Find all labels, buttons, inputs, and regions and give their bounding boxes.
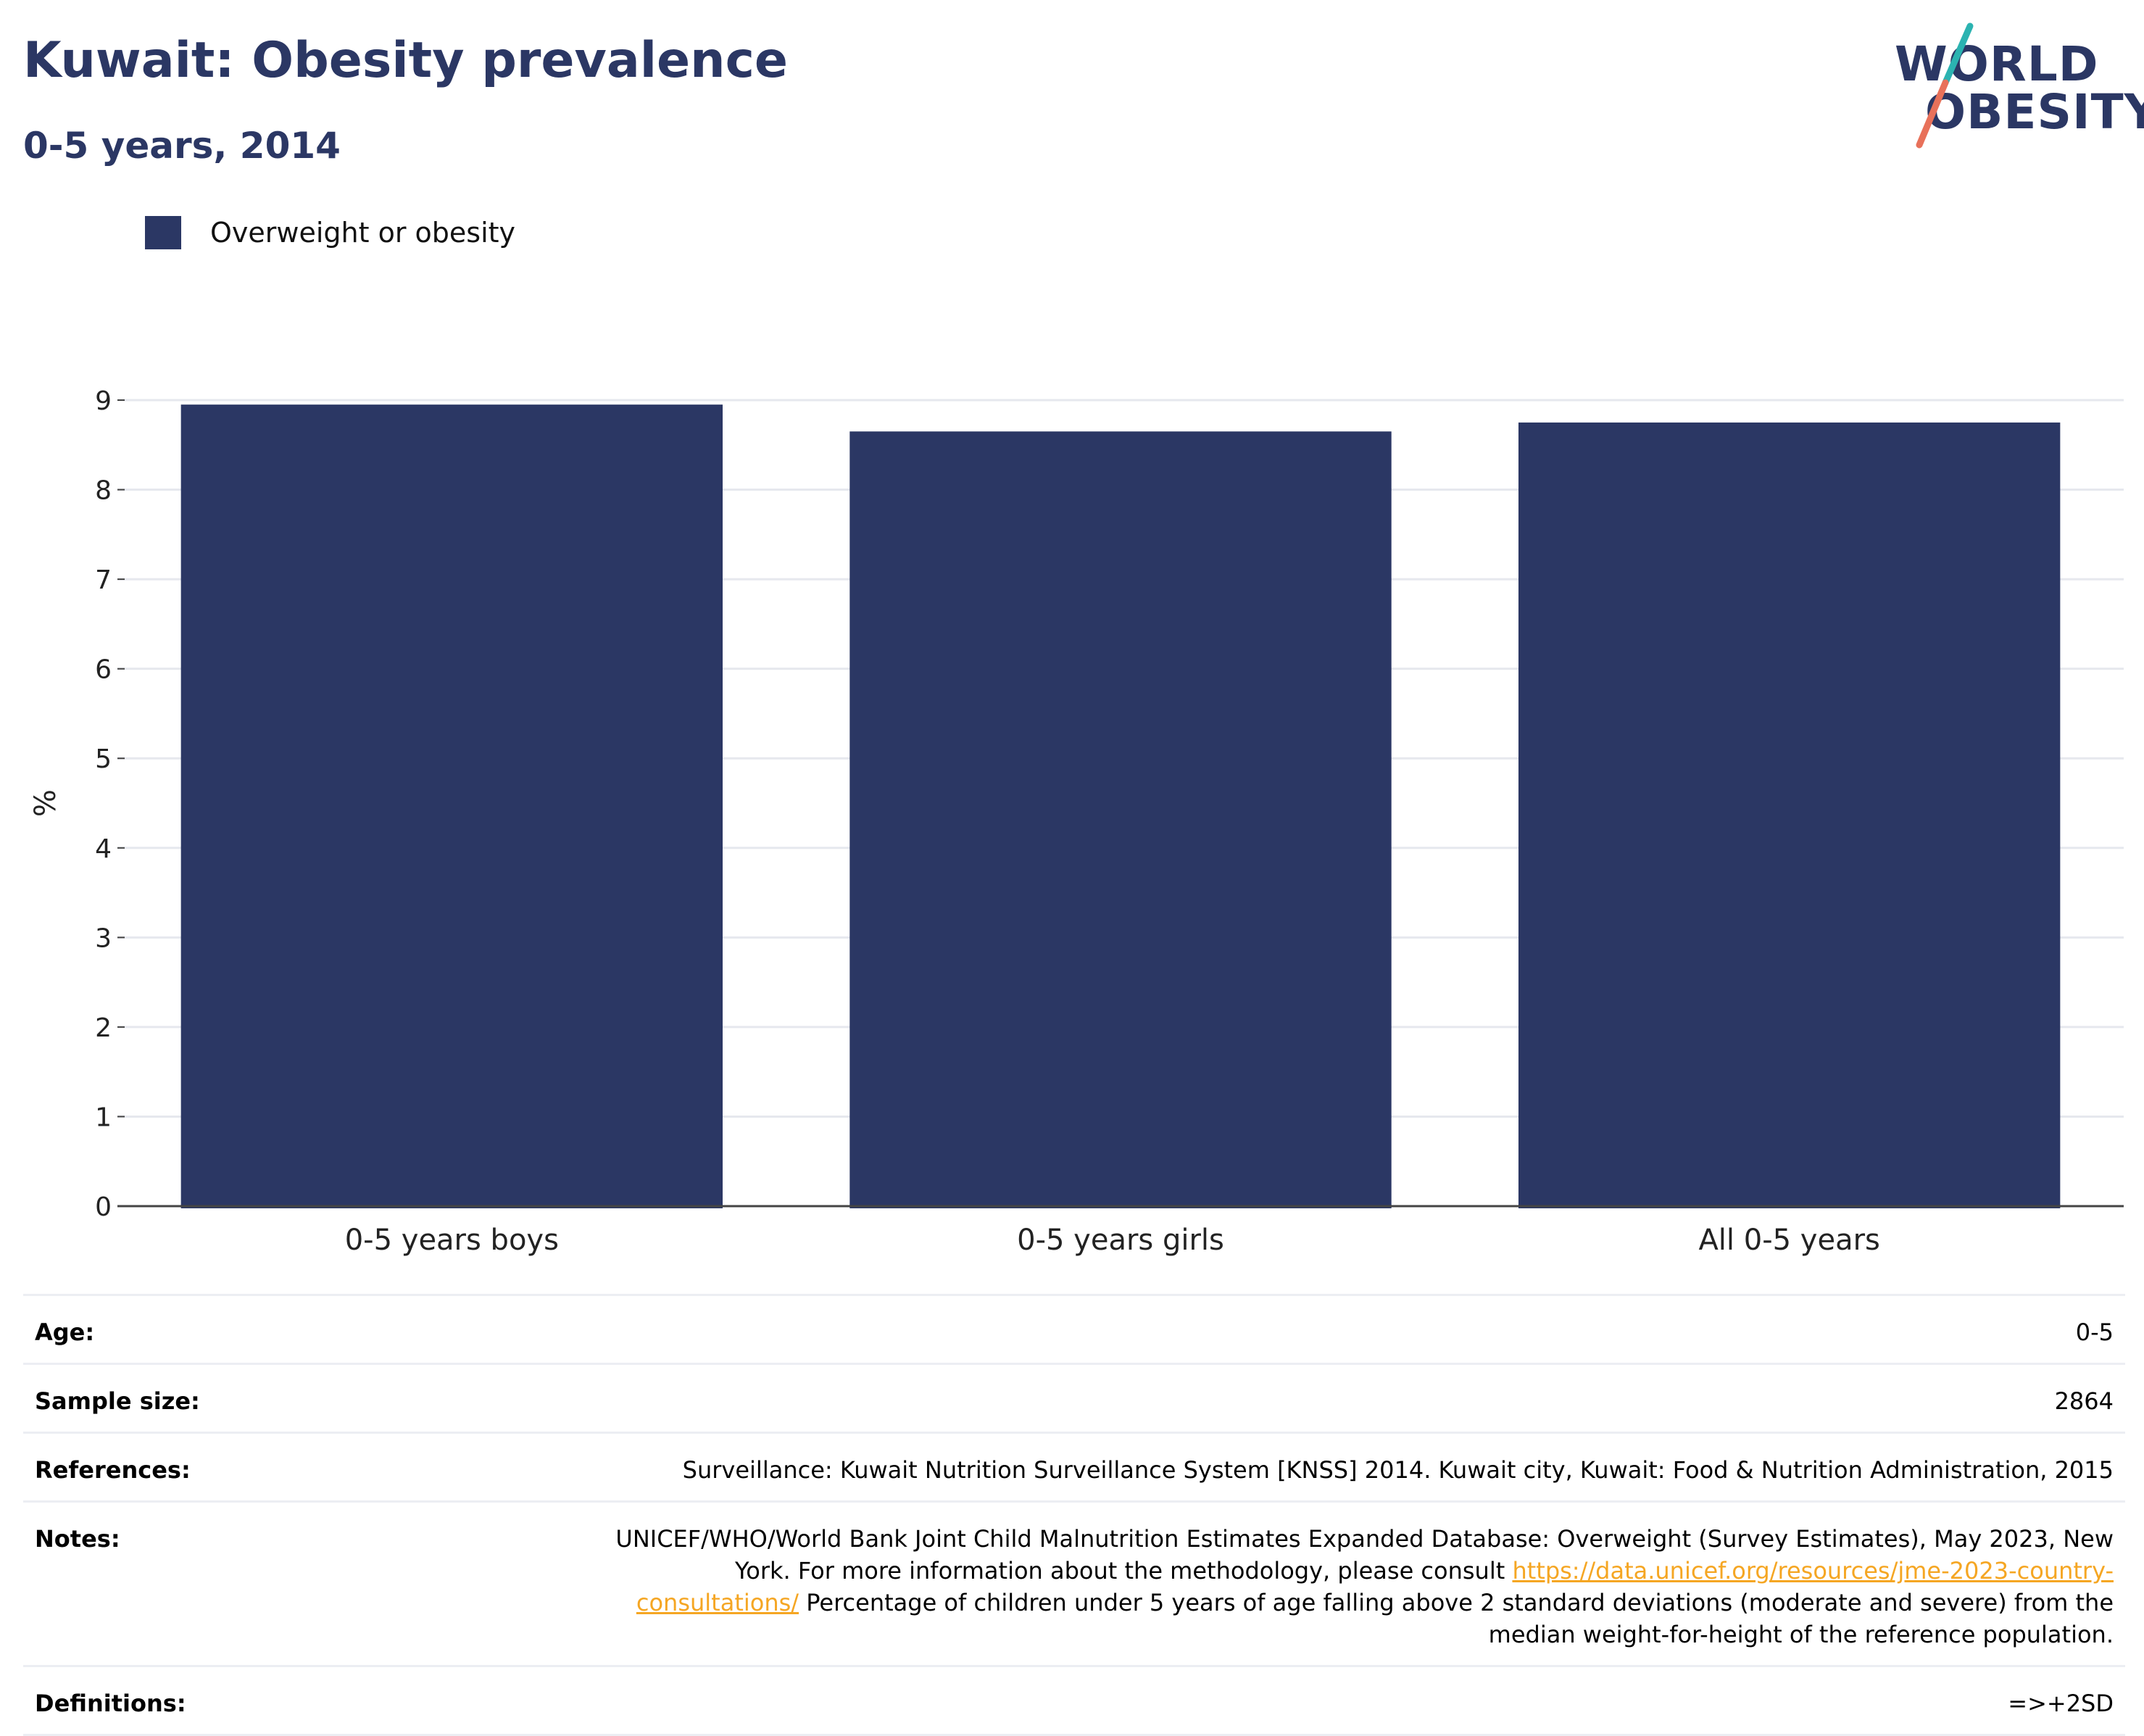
bar xyxy=(180,404,723,1209)
chart-subtitle: 0-5 years, 2014 xyxy=(23,125,341,167)
legend-label: Overweight or obesity xyxy=(210,217,516,249)
bar xyxy=(1518,422,2061,1208)
age-label: Age: xyxy=(35,1318,95,1346)
y-tick-label: 9 xyxy=(95,386,112,416)
notes-label: Notes: xyxy=(35,1525,120,1553)
x-tick-label: 0-5 years girls xyxy=(1017,1224,1224,1257)
chart-title: Kuwait: Obesity prevalence xyxy=(23,32,788,89)
notes-text-1: UNICEF/WHO/World Bank Joint Child Malnut… xyxy=(615,1525,2114,1585)
definitions-label: Definitions: xyxy=(35,1690,186,1717)
info-table: Age: 0-5 Sample size: 2864 References: S… xyxy=(23,1294,2125,1736)
x-tick-label: 0-5 years boys xyxy=(345,1224,559,1257)
y-tick-label: 3 xyxy=(95,923,112,953)
info-row-definitions: Definitions: =>+2SD xyxy=(23,1665,2125,1736)
methodology-link[interactable]: https://data.unicef.org/resources/jme-20… xyxy=(636,1557,2114,1616)
info-row-age: Age: 0-5 xyxy=(23,1294,2125,1363)
logo-text-world: WORLD xyxy=(1895,36,2099,92)
y-tick-label: 1 xyxy=(95,1102,112,1132)
y-axis-label: % xyxy=(29,789,62,817)
definitions-value: =>+2SD xyxy=(2008,1690,2114,1717)
y-tick-label: 5 xyxy=(95,744,112,774)
chart-legend: Overweight or obesity xyxy=(145,216,515,249)
bar xyxy=(849,431,1392,1209)
x-tick-label: All 0-5 years xyxy=(1698,1224,1879,1257)
y-tick-label: 8 xyxy=(95,476,112,506)
legend-swatch xyxy=(145,216,181,249)
bar-chart: 0 1 2 3 4 5 6 7 8 9 0-5 years boys 0-5 years girls A… xyxy=(29,386,2124,1257)
notes-text-2: Percentage of children under 5 years of … xyxy=(799,1589,2114,1648)
y-tick-label: 4 xyxy=(95,834,112,864)
references-label: References: xyxy=(35,1456,191,1484)
y-tick-label: 2 xyxy=(95,1013,112,1043)
y-tick-label: 0 xyxy=(95,1192,112,1222)
notes-value: UNICEF/WHO/World Bank Joint Child Malnut… xyxy=(591,1523,2114,1650)
logo-slash-icon xyxy=(1916,22,1974,149)
y-tick-label: 7 xyxy=(95,565,112,595)
sample-size-label: Sample size: xyxy=(35,1387,200,1415)
sample-size-value: 2864 xyxy=(2054,1387,2114,1415)
info-row-notes: Notes: UNICEF/WHO/World Bank Joint Child… xyxy=(23,1500,2125,1665)
references-value: Surveillance: Kuwait Nutrition Surveilla… xyxy=(682,1456,2114,1484)
y-tick-label: 6 xyxy=(95,655,112,685)
info-row-references: References: Surveillance: Kuwait Nutriti… xyxy=(23,1432,2125,1500)
age-value: 0-5 xyxy=(2075,1318,2114,1346)
info-row-sample-size: Sample size: 2864 xyxy=(23,1363,2125,1432)
world-obesity-logo: WORLD OBESITY xyxy=(1885,17,2144,155)
logo-text-obesity: OBESITY xyxy=(1925,84,2144,140)
